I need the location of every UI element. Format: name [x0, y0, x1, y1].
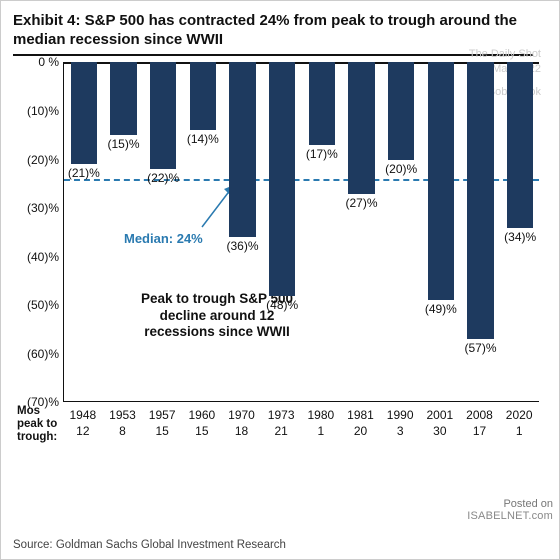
posted-on: Posted on ISABELNET.com: [467, 498, 553, 523]
x-tick-months: 17: [473, 424, 486, 438]
x-tick-months: 1: [516, 424, 523, 438]
x-tick-year: 1973: [268, 408, 295, 422]
bar-value-label: (21)%: [68, 166, 100, 180]
x-tick-year: 1970: [228, 408, 255, 422]
bar-value-label: (20)%: [385, 162, 417, 176]
y-tick: (10)%: [27, 104, 59, 118]
bar: [150, 62, 176, 169]
chart: 0 %(10)%(20)%(30)%(40)%(50)%(60)%(70)% M…: [19, 62, 539, 462]
bar: [428, 62, 454, 300]
bar-value-label: (49)%: [425, 302, 457, 316]
x-tick-year: 2001: [426, 408, 453, 422]
x-tick-year: 1948: [69, 408, 96, 422]
bar: [110, 62, 136, 135]
x-tick-year: 1957: [149, 408, 176, 422]
plot-area: Median: 24%Peak to trough S&P 500 declin…: [63, 62, 539, 402]
y-tick: (40)%: [27, 250, 59, 264]
bar-value-label: (27)%: [345, 196, 377, 210]
bar-value-label: (48)%: [266, 298, 298, 312]
x-tick-year: 1953: [109, 408, 136, 422]
bar-value-label: (17)%: [306, 147, 338, 161]
x-tick-months: 20: [354, 424, 367, 438]
median-label: Median: 24%: [124, 231, 203, 246]
bar-value-label: (57)%: [464, 341, 496, 355]
y-tick: (60)%: [27, 347, 59, 361]
x-tick-months: 3: [397, 424, 404, 438]
bar: [348, 62, 374, 193]
x-tick-months: 21: [274, 424, 287, 438]
bar: [467, 62, 493, 339]
y-tick: 0 %: [38, 55, 59, 69]
x-tick-year: 1990: [387, 408, 414, 422]
chart-title: Exhibit 4: S&P 500 has contracted 24% fr…: [13, 11, 533, 56]
bar-value-label: (34)%: [504, 230, 536, 244]
y-axis: 0 %(10)%(20)%(30)%(40)%(50)%(60)%(70)%: [19, 62, 63, 402]
bar: [190, 62, 216, 130]
x-tick-year: 1981: [347, 408, 374, 422]
x-tick-year: 2008: [466, 408, 493, 422]
bar: [507, 62, 533, 227]
bar-value-label: (36)%: [226, 239, 258, 253]
bar-value-label: (22)%: [147, 171, 179, 185]
bar: [309, 62, 335, 145]
x-row-prefix: Mos peak to trough:: [17, 405, 61, 443]
bar: [71, 62, 97, 164]
x-tick-months: 8: [119, 424, 126, 438]
posted-site: ISABELNET.com: [467, 510, 553, 523]
x-tick-year: 1960: [188, 408, 215, 422]
bar: [269, 62, 295, 295]
x-tick-months: 15: [195, 424, 208, 438]
x-tick-months: 12: [76, 424, 89, 438]
x-tick-months: 1: [317, 424, 324, 438]
y-tick: (20)%: [27, 153, 59, 167]
x-tick-months: 30: [433, 424, 446, 438]
bar: [229, 62, 255, 237]
x-tick-year: 2020: [506, 408, 533, 422]
bar-value-label: (15)%: [107, 137, 139, 151]
x-tick-months: 15: [155, 424, 168, 438]
source-line: Source: Goldman Sachs Global Investment …: [13, 539, 286, 551]
posted-line1: Posted on: [467, 498, 553, 511]
bar: [388, 62, 414, 159]
x-tick-months: 18: [235, 424, 248, 438]
y-tick: (30)%: [27, 201, 59, 215]
bar-value-label: (14)%: [187, 132, 219, 146]
x-tick-year: 1980: [307, 408, 334, 422]
y-tick: (50)%: [27, 298, 59, 312]
